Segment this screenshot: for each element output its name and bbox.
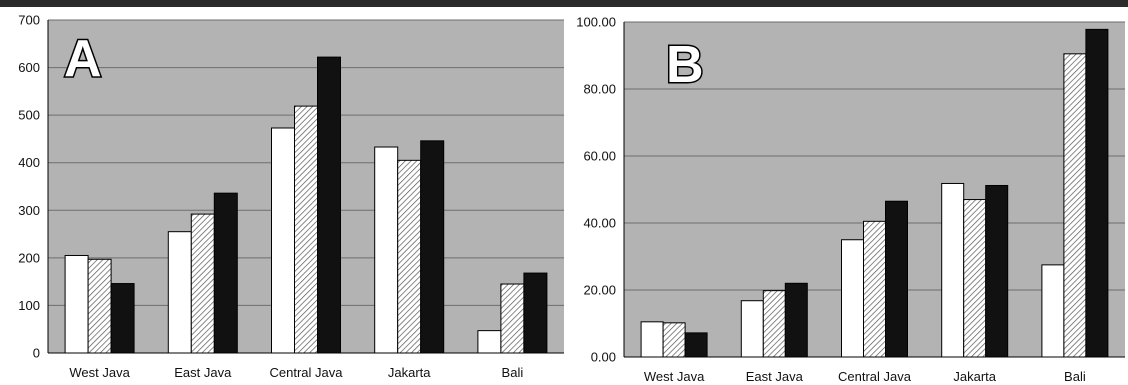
y-tick-label: 40.00 <box>583 216 616 231</box>
x-tick-label: Central Java <box>838 369 912 384</box>
chart-b: 0.00 20.00 40.00 60.00 80.00 100.00 West Java… <box>576 15 1125 384</box>
y-tick-label: 80.00 <box>583 82 616 97</box>
top-border-bar <box>0 0 1128 7</box>
bar <box>167 231 192 354</box>
bar <box>477 330 502 354</box>
bar <box>841 239 864 358</box>
bar <box>500 283 525 354</box>
bar <box>863 220 886 358</box>
y-tick-label: 700 <box>18 13 40 28</box>
x-tick-label: Jakarta <box>388 365 431 380</box>
bar <box>985 184 1009 358</box>
bar <box>740 300 764 358</box>
bar <box>684 332 708 358</box>
bar <box>640 321 664 358</box>
y-tick-label: 200 <box>18 250 40 265</box>
bar <box>190 213 215 354</box>
bar <box>784 282 808 358</box>
bar <box>662 322 686 358</box>
panel-label: A <box>64 30 102 88</box>
x-tick-label: Bali <box>1064 369 1086 384</box>
y-tick-label: 100 <box>18 298 40 313</box>
bar <box>420 140 445 354</box>
y-tick-label: 300 <box>18 203 40 218</box>
bar <box>1085 28 1109 358</box>
y-tick-label: 0.00 <box>591 350 616 365</box>
y-tick-label: 0 <box>33 346 40 361</box>
bar <box>87 258 112 354</box>
bar <box>374 146 399 354</box>
bar <box>271 127 295 354</box>
x-tick-label: Bali <box>502 365 524 380</box>
bar <box>64 254 89 354</box>
x-tick-label: East Java <box>174 365 232 380</box>
x-tick-label: Jakarta <box>953 369 996 384</box>
bar <box>963 199 987 358</box>
bar <box>523 272 548 354</box>
panel-label: B <box>666 36 704 94</box>
bar <box>1041 264 1065 358</box>
bar <box>110 283 135 354</box>
bar <box>397 159 422 354</box>
bar <box>213 192 238 354</box>
y-tick-label: 100.00 <box>576 15 616 30</box>
x-tick-label: East Java <box>746 369 804 384</box>
bar <box>941 182 965 358</box>
y-tick-label: 400 <box>18 155 40 170</box>
x-tick-label: Central Java <box>270 365 344 380</box>
bar <box>317 56 341 354</box>
y-tick-label: 60.00 <box>583 149 616 164</box>
y-tick-label: 500 <box>18 108 40 123</box>
bar <box>885 200 908 358</box>
chart-a: 0 100 200 300 400 500 600 700 West Java East Jav… <box>18 13 564 380</box>
bar <box>294 105 318 354</box>
y-tick-label: 600 <box>18 60 40 75</box>
bar <box>762 290 786 358</box>
bar <box>1063 53 1087 358</box>
x-tick-label: West Java <box>69 365 130 380</box>
x-tick-label: West Java <box>644 369 705 384</box>
y-tick-label: 20.00 <box>583 283 616 298</box>
